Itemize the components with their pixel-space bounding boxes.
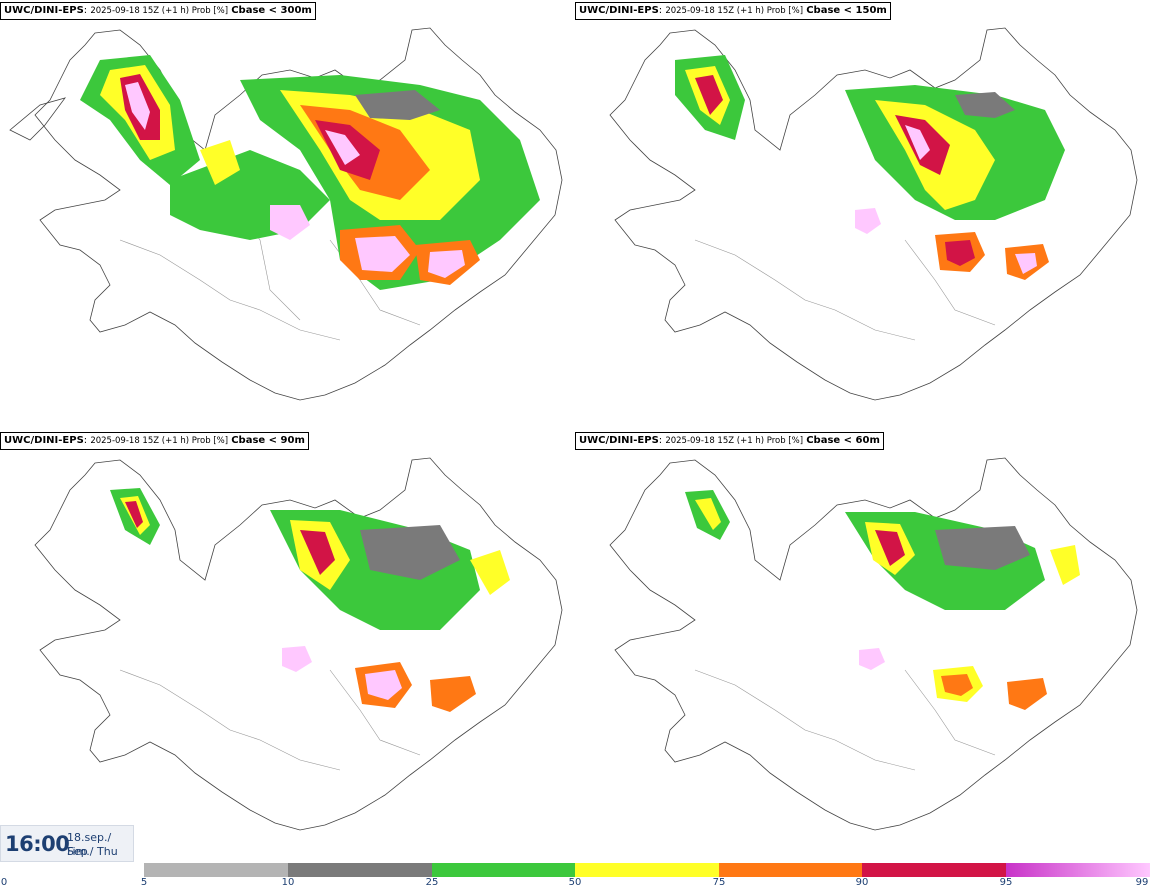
valid-weekday: Fim./ Thu bbox=[67, 845, 118, 858]
panel-title: UWC/DINI-EPS: 2025-09-18 15Z (+1 h) Prob… bbox=[575, 432, 884, 450]
probability-fields bbox=[80, 55, 540, 290]
panel-title: UWC/DINI-EPS: 2025-09-18 15Z (+1 h) Prob… bbox=[0, 2, 316, 20]
probability-fields bbox=[685, 490, 1080, 710]
legend-tick: 99 bbox=[1135, 877, 1149, 888]
legend-bar-95-99 bbox=[1006, 863, 1150, 877]
map-panel-cbase-90: UWC/DINI-EPS: 2025-09-18 15Z (+1 h) Prob… bbox=[0, 430, 575, 860]
panel-title: UWC/DINI-EPS: 2025-09-18 15Z (+1 h) Prob… bbox=[575, 2, 891, 20]
legend-tick: 95 bbox=[999, 877, 1013, 888]
valid-time-box: 16:00 18.sep./ Sep Fim./ Thu bbox=[0, 825, 134, 862]
iceland-probability-map bbox=[609, 27, 1138, 401]
panel-title: UWC/DINI-EPS: 2025-09-18 15Z (+1 h) Prob… bbox=[0, 432, 309, 450]
map-panel-cbase-300: UWC/DINI-EPS: 2025-09-18 15Z (+1 h) Prob… bbox=[0, 0, 575, 430]
legend-bar-10-25 bbox=[288, 863, 432, 877]
iceland-probability-map bbox=[609, 457, 1138, 831]
legend-bar-5-10 bbox=[144, 863, 288, 877]
iceland-probability-map bbox=[34, 457, 563, 831]
legend-bar-75-90 bbox=[719, 863, 862, 877]
legend-tick: 90 bbox=[855, 877, 869, 888]
legend-tick: 0 bbox=[0, 877, 8, 888]
map-panel-cbase-60: UWC/DINI-EPS: 2025-09-18 15Z (+1 h) Prob… bbox=[575, 430, 1150, 860]
legend-tick: 75 bbox=[712, 877, 726, 888]
legend-tick: 50 bbox=[568, 877, 582, 888]
map-panel-cbase-150: UWC/DINI-EPS: 2025-09-18 15Z (+1 h) Prob… bbox=[575, 0, 1150, 430]
valid-date: 18.sep./ Sep bbox=[67, 831, 112, 858]
legend-tick: 25 bbox=[425, 877, 439, 888]
valid-time: 16:00 bbox=[5, 832, 70, 856]
legend-bar-50-75 bbox=[575, 863, 719, 877]
legend-tick: 10 bbox=[281, 877, 295, 888]
legend-bar-25-50 bbox=[432, 863, 575, 877]
iceland-probability-map bbox=[9, 27, 563, 401]
probability-fields bbox=[110, 488, 510, 712]
legend-tick: 5 bbox=[140, 877, 148, 888]
legend-bar-90-95 bbox=[862, 863, 1006, 877]
probability-color-legend: 0 5 10 25 50 75 90 95 99 bbox=[0, 862, 1150, 891]
probability-fields bbox=[675, 55, 1065, 280]
